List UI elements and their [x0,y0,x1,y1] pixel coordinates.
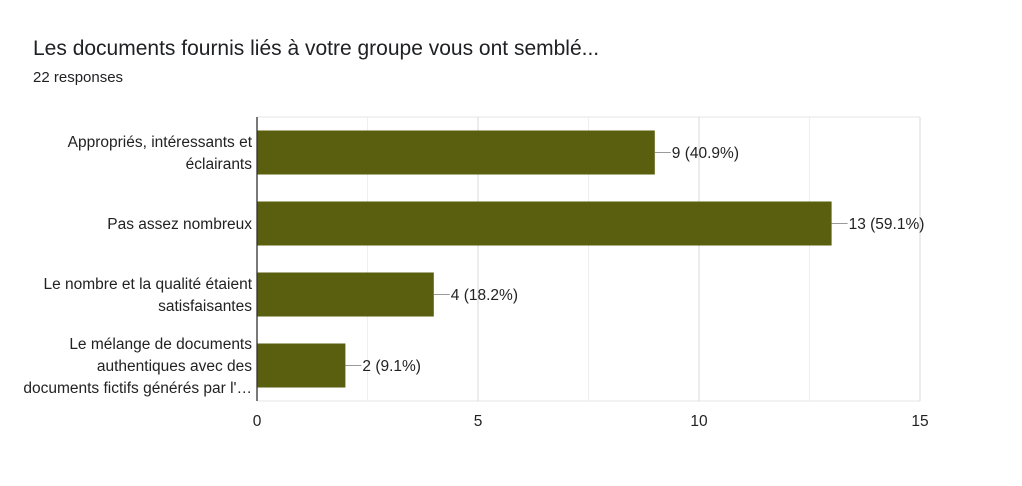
category-label: Appropriés, intéressants et [68,134,253,151]
bar [257,343,346,388]
value-label: 4 (18.2%) [451,287,518,304]
value-label: 2 (9.1%) [362,358,421,375]
x-tick-label: 10 [690,413,708,430]
x-tick-label: 0 [253,413,262,430]
value-label: 9 (40.9%) [672,145,739,162]
category-label: satisfaisantes [158,298,252,315]
category-label: authentiques avec des [97,358,252,375]
x-tick-label: 5 [474,413,483,430]
category-label: Le mélange de documents [69,336,252,353]
category-label: Pas assez nombreux [107,216,252,233]
category-label: éclairants [186,156,253,173]
category-label: documents fictifs générés par l'… [23,380,252,397]
x-tick-label: 15 [911,413,928,430]
bar [257,130,655,175]
category-label: Le nombre et la qualité étaient [43,276,252,293]
bar [257,272,434,317]
value-label: 13 (59.1%) [849,216,925,233]
bar [257,201,832,246]
chart-title: Les documents fournis liés à votre group… [33,37,600,60]
response-count: 22 responses [33,69,124,86]
